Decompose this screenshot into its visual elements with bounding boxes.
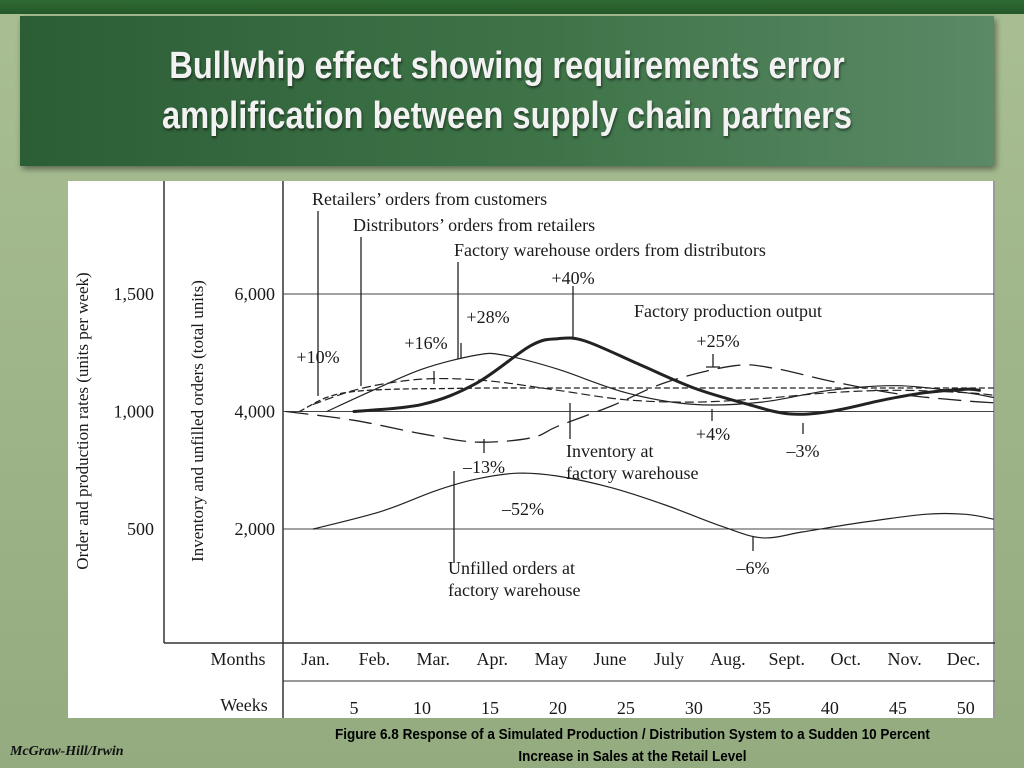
series-label-inventory: Inventory at factory warehouse — [566, 441, 698, 483]
slide-title-line-1: Bullwhip effect showing requirements err… — [169, 45, 845, 87]
month-label: May — [535, 649, 568, 669]
week-label: 5 — [349, 698, 358, 718]
series-factory-orders — [326, 352, 994, 413]
annotation-plus-25: +25% — [696, 331, 739, 351]
annotation-plus-28: +28% — [466, 307, 509, 327]
slide-title: Bullwhip effect showing requirements err… — [120, 41, 894, 141]
week-label: 45 — [889, 698, 907, 718]
bullwhip-chart: Order and production rates (units per we… — [73, 181, 995, 718]
leader-lines — [317, 211, 804, 563]
series-label-retailers: Retailers’ orders from customers — [312, 189, 547, 209]
annotation-minus-3: –3% — [786, 441, 820, 461]
series-labels: Retailers’ orders from customers Distrib… — [312, 189, 822, 600]
gridlines — [283, 293, 994, 530]
left-tick-label: 500 — [127, 519, 154, 539]
week-label: 35 — [753, 698, 771, 718]
percent-annotations: +10% +16% +28% +40% +25% +4% –3% –13% –5… — [296, 268, 819, 578]
title-banner: Bullwhip effect showing requirements err… — [20, 16, 994, 166]
series-label-unfilled-orders: Unfilled orders at factory warehouse — [448, 558, 580, 600]
week-label: 30 — [685, 698, 703, 718]
chart-panel: Order and production rates (units per we… — [68, 181, 995, 718]
annotation-minus-13: –13% — [462, 457, 505, 477]
figure-caption: Figure 6.8 Response of a Simulated Produ… — [262, 724, 1002, 768]
series-production-output — [352, 336, 981, 416]
months-axis-title: Months — [210, 649, 265, 669]
month-label: Mar. — [417, 649, 451, 669]
week-labels: 5 10 15 20 25 30 35 40 45 50 — [349, 698, 974, 718]
right-tick-label: 6,000 — [235, 284, 276, 304]
annotation-minus-52: –52% — [501, 499, 544, 519]
right-axis-title: Inventory and unfilled orders (total uni… — [188, 280, 207, 562]
month-label: Dec. — [947, 649, 980, 669]
week-label: 10 — [413, 698, 431, 718]
week-label: 40 — [821, 698, 839, 718]
month-label: Feb. — [359, 649, 391, 669]
publisher-credit: McGraw-Hill/Irwin — [10, 744, 124, 759]
left-tick-labels: 1,500 1,000 500 — [114, 284, 155, 539]
week-label: 50 — [957, 698, 975, 718]
series-label-factory-orders: Factory warehouse orders from distributo… — [454, 240, 766, 260]
month-label: Jan. — [301, 649, 330, 669]
right-tick-label: 4,000 — [235, 402, 276, 422]
tick-plus-25 — [706, 354, 720, 368]
left-axis-title: Order and production rates (units per we… — [73, 272, 92, 569]
month-label: Sept. — [769, 649, 806, 669]
month-label: Oct. — [830, 649, 861, 669]
week-label: 20 — [549, 698, 567, 718]
month-label: July — [654, 649, 684, 669]
series-unfilled-orders — [312, 472, 994, 539]
series-label-distributors: Distributors’ orders from retailers — [353, 215, 595, 235]
series-distributors-orders — [312, 377, 994, 405]
right-tick-label: 2,000 — [235, 519, 276, 539]
annotation-plus-16: +16% — [404, 333, 447, 353]
annotation-plus-10: +10% — [296, 347, 339, 367]
week-label: 15 — [481, 698, 499, 718]
annotation-plus-4: +4% — [696, 424, 730, 444]
week-label: 25 — [617, 698, 635, 718]
right-tick-labels: 6,000 4,000 2,000 — [235, 284, 276, 539]
left-tick-label: 1,000 — [114, 402, 155, 422]
caption-line-2: Increase in Sales at the Retail Level — [517, 748, 747, 765]
slide-title-line-2: amplification between supply chain partn… — [161, 95, 853, 137]
annotation-plus-40: +40% — [551, 268, 594, 288]
caption-line-1: Figure 6.8 Response of a Simulated Produ… — [334, 726, 930, 743]
month-labels: Jan. Feb. Mar. Apr. May June July Aug. Sept. Oct.… — [301, 649, 980, 669]
annotation-minus-6: –6% — [736, 558, 770, 578]
series-label-production-output: Factory production output — [634, 301, 822, 321]
series-retailers-orders — [298, 387, 994, 413]
series-inventory — [285, 364, 994, 443]
month-label: June — [594, 649, 627, 669]
month-label: Aug. — [710, 649, 746, 669]
series-layer — [285, 336, 994, 539]
month-label: Apr. — [476, 649, 508, 669]
left-tick-label: 1,500 — [114, 284, 155, 304]
top-accent-bar — [0, 0, 1024, 14]
weeks-axis-title: Weeks — [220, 695, 268, 715]
month-label: Nov. — [887, 649, 921, 669]
